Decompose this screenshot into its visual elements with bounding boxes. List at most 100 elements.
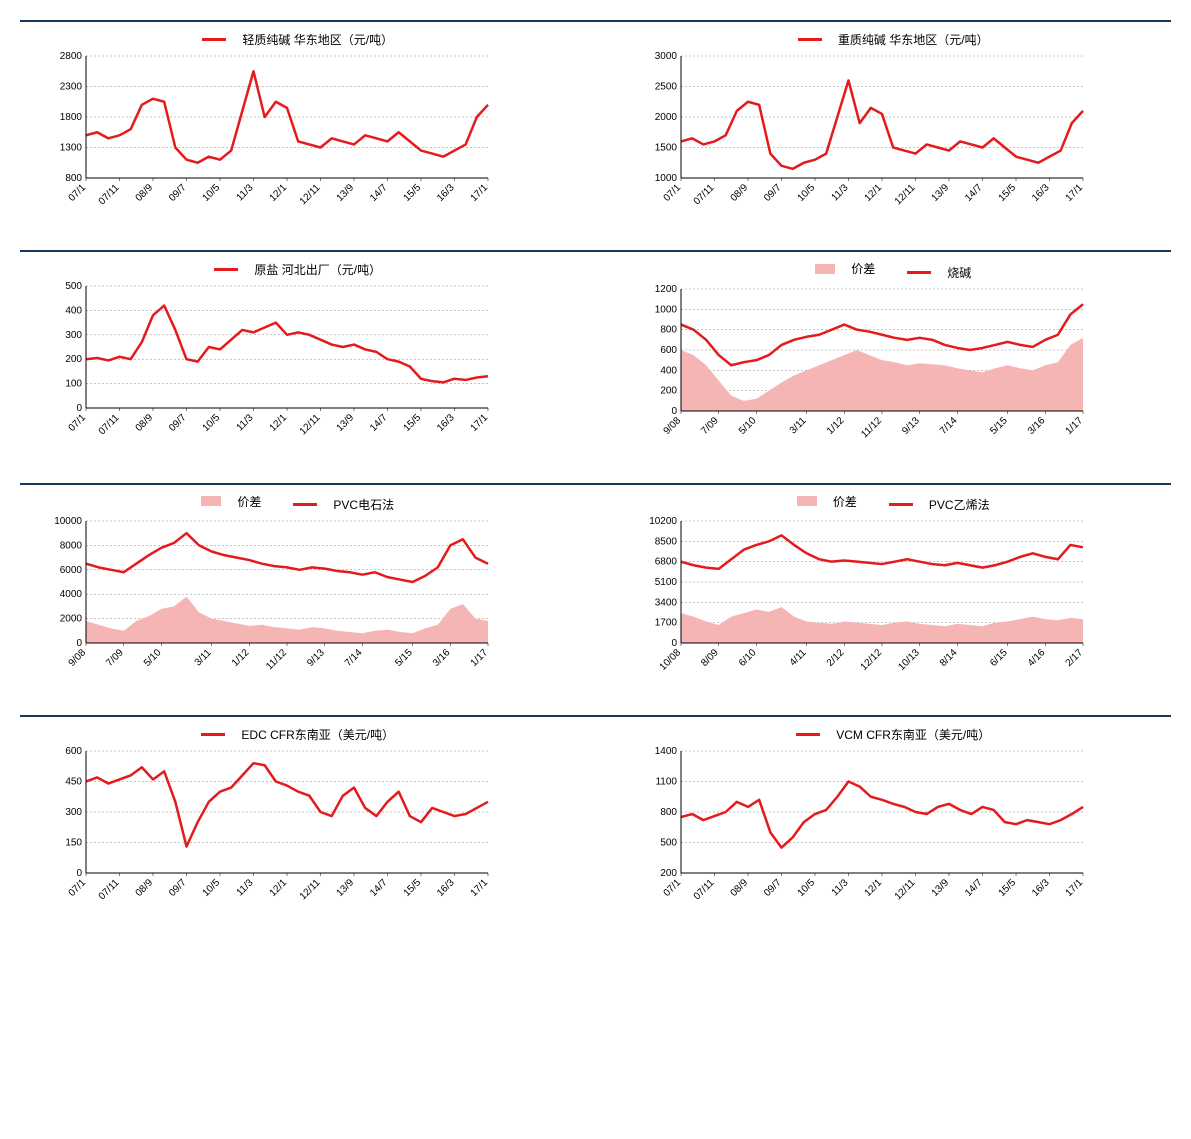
y-tick-label: 400 <box>661 365 678 376</box>
x-tick-label: 12/11 <box>297 412 322 437</box>
x-tick-label: 12/11 <box>297 182 322 207</box>
x-tick-label: 08/9 <box>729 182 751 204</box>
y-tick-label: 1800 <box>60 112 83 123</box>
x-tick-label: 16/3 <box>435 412 457 434</box>
x-tick-label: 09/7 <box>167 877 189 899</box>
y-tick-label: 500 <box>661 838 678 849</box>
x-tick-label: 14/7 <box>368 877 390 899</box>
legend-item: 烧碱 <box>899 264 979 281</box>
chart-legend: 轻质纯碱 华东地区（元/吨） <box>38 30 558 48</box>
x-tick-label: 7/09 <box>700 415 722 437</box>
x-tick-label: 15/5 <box>997 182 1019 204</box>
x-tick-label: 5/10 <box>737 415 759 437</box>
x-tick-label: 16/3 <box>435 182 457 204</box>
area-series <box>681 607 1083 643</box>
chart-c6: 价差PVC乙烯法0170034005100680085001020010/088… <box>633 493 1153 686</box>
x-tick-label: 13/9 <box>930 182 952 204</box>
x-tick-label: 17/1 <box>1064 182 1086 204</box>
x-tick-label: 11/3 <box>830 877 851 898</box>
chart-section: 价差PVC电石法02000400060008000100009/087/095/… <box>20 483 1171 686</box>
legend-item: EDC CFR东南亚（美元/吨） <box>193 726 402 743</box>
x-tick-label: 11/12 <box>264 647 289 672</box>
legend-label: VCM CFR东南亚（美元/吨） <box>836 726 990 743</box>
y-tick-label: 300 <box>65 330 82 341</box>
legend-item: 价差 <box>193 493 269 510</box>
line-series <box>681 80 1083 168</box>
legend-item: PVC乙烯法 <box>881 496 998 513</box>
x-tick-label: 9/13 <box>901 415 923 437</box>
y-tick-label: 6800 <box>655 557 678 568</box>
x-tick-label: 14/7 <box>963 182 985 204</box>
legend-label: PVC乙烯法 <box>929 496 990 513</box>
y-tick-label: 2500 <box>655 82 678 93</box>
x-tick-label: 07/11 <box>692 182 717 207</box>
legend-item: 轻质纯碱 华东地区（元/吨） <box>194 31 401 48</box>
x-tick-label: 7/14 <box>938 415 960 437</box>
x-tick-label: 09/7 <box>762 182 784 204</box>
x-tick-label: 12/11 <box>893 877 918 902</box>
x-tick-label: 4/11 <box>788 647 809 668</box>
chart-svg: 1000150020002500300007/107/1108/909/710/… <box>633 50 1093 220</box>
x-tick-label: 16/3 <box>435 877 457 899</box>
x-tick-label: 7/09 <box>104 647 126 669</box>
y-tick-label: 1500 <box>655 143 678 154</box>
legend-item: 价差 <box>789 493 865 510</box>
x-tick-label: 10/08 <box>658 647 684 673</box>
legend-item: 价差 <box>807 260 883 277</box>
legend-item: PVC电石法 <box>285 496 402 513</box>
chart-pair: EDC CFR东南亚（美元/吨）015030045060007/107/1108… <box>20 725 1171 915</box>
x-tick-label: 5/15 <box>393 647 415 669</box>
x-tick-label: 15/5 <box>401 877 423 899</box>
x-tick-label: 1/12 <box>230 647 252 669</box>
y-tick-label: 200 <box>65 354 82 365</box>
line-series <box>86 306 488 383</box>
y-tick-label: 2300 <box>60 82 83 93</box>
y-tick-label: 1400 <box>655 746 678 757</box>
chart-section: 轻质纯碱 华东地区（元/吨）800130018002300280007/107/… <box>20 20 1171 220</box>
x-tick-label: 11/3 <box>234 877 255 898</box>
x-tick-label: 10/13 <box>897 647 923 673</box>
x-tick-label: 6/15 <box>988 647 1010 669</box>
x-tick-label: 1/12 <box>825 415 847 437</box>
chart-pair: 轻质纯碱 华东地区（元/吨）800130018002300280007/107/… <box>20 30 1171 220</box>
x-tick-label: 9/08 <box>66 647 88 669</box>
y-tick-label: 1200 <box>655 284 678 295</box>
x-tick-label: 14/7 <box>368 412 390 434</box>
x-tick-label: 12/11 <box>297 877 322 902</box>
x-tick-label: 3/11 <box>788 415 809 436</box>
x-tick-label: 8/09 <box>700 647 722 669</box>
chart-c2: 重质纯碱 华东地区（元/吨）1000150020002500300007/107… <box>633 30 1153 220</box>
x-tick-label: 13/9 <box>334 412 356 434</box>
x-tick-label: 3/16 <box>431 647 453 669</box>
x-tick-label: 2/12 <box>825 647 847 669</box>
x-tick-label: 10/5 <box>200 877 222 899</box>
x-tick-label: 07/11 <box>96 182 121 207</box>
y-tick-label: 300 <box>65 807 82 818</box>
chart-grid: 轻质纯碱 华东地区（元/吨）800130018002300280007/107/… <box>20 20 1171 915</box>
chart-c4: 价差烧碱0200400600800100012009/087/095/103/1… <box>633 260 1153 453</box>
line-series <box>86 533 488 582</box>
chart-svg: 015030045060007/107/1108/909/710/511/312… <box>38 745 498 915</box>
x-tick-label: 12/1 <box>267 877 289 899</box>
y-tick-label: 2800 <box>60 51 83 62</box>
x-tick-label: 14/7 <box>368 182 390 204</box>
y-tick-label: 3400 <box>655 597 678 608</box>
x-tick-label: 17/1 <box>1064 877 1086 899</box>
x-tick-label: 17/1 <box>468 182 490 204</box>
x-tick-label: 12/1 <box>267 182 289 204</box>
x-tick-label: 12/11 <box>893 182 918 207</box>
y-tick-label: 3000 <box>655 51 678 62</box>
x-tick-label: 3/11 <box>192 647 213 668</box>
x-tick-label: 09/7 <box>167 412 189 434</box>
legend-label: 价差 <box>237 493 261 510</box>
y-tick-label: 200 <box>661 385 678 396</box>
line-series <box>86 763 488 846</box>
legend-item: 重质纯碱 华东地区（元/吨） <box>790 31 997 48</box>
x-tick-label: 07/1 <box>662 877 684 899</box>
line-series <box>681 304 1083 365</box>
y-tick-label: 8500 <box>655 536 678 547</box>
chart-svg: 0200400600800100012009/087/095/103/111/1… <box>633 283 1093 453</box>
x-tick-label: 6/10 <box>737 647 759 669</box>
chart-pair: 原盐 河北出厂（元/吨）010020030040050007/107/1108/… <box>20 260 1171 453</box>
y-tick-label: 2000 <box>655 112 678 123</box>
